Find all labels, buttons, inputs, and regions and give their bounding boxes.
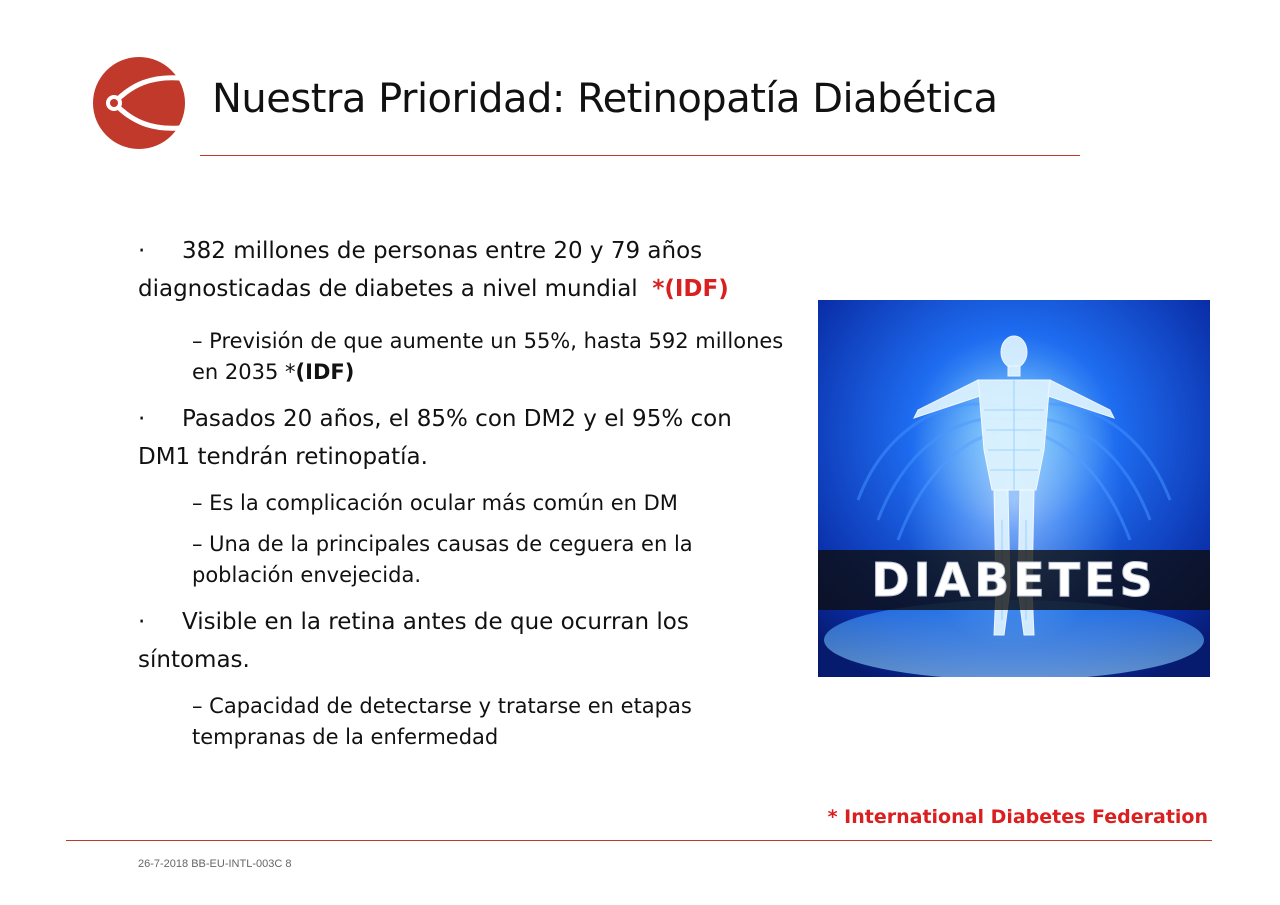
footer-divider	[66, 840, 1212, 841]
sub-bullet-text: – Una de la principales causas de ceguer…	[192, 532, 693, 587]
bullet-marker: ·	[138, 238, 146, 264]
bullet-item: · 382 millones de personas entre 20 y 79 …	[138, 232, 788, 308]
source-note: * International Diabetes Federation	[827, 806, 1208, 828]
bullet-marker: ·	[138, 406, 146, 432]
sub-bullet-text: – Capacidad de detectarse y tratarse en …	[192, 694, 692, 749]
sub-bullet-text: – Previsión de que aumente un 55%, hasta…	[192, 329, 784, 384]
footer-text: 26-7-2018 BB-EU-INTL-003C 8	[138, 858, 292, 870]
sub-bullet-item: – Capacidad de detectarse y tratarse en …	[192, 691, 788, 753]
eye-logo-icon	[92, 56, 186, 150]
title-divider	[200, 155, 1080, 156]
idf-reference: (IDF)	[295, 360, 355, 384]
diabetes-image: DIABETES	[818, 300, 1210, 677]
bullet-item: · Visible en la retina antes de que ocurr…	[138, 603, 788, 679]
slide-content: · 382 millones de personas entre 20 y 79 …	[138, 232, 788, 753]
bullet-text: Pasados 20 años, el 85% con DM2 y el 95%…	[138, 406, 732, 470]
idf-reference: *(IDF)	[652, 276, 729, 302]
sub-bullet-text: – Es la complicación ocular más común en…	[192, 491, 678, 515]
bullet-marker: ·	[138, 609, 146, 635]
sub-bullet-item: – Previsión de que aumente un 55%, hasta…	[192, 326, 788, 388]
sub-bullet-item: – Una de la principales causas de ceguer…	[192, 529, 788, 591]
bullet-text: Visible en la retina antes de que ocurra…	[138, 609, 689, 673]
sub-bullet-item: – Es la complicación ocular más común en…	[192, 488, 788, 519]
bullet-item: · Pasados 20 años, el 85% con DM2 y el 95…	[138, 400, 788, 476]
bullet-text: 382 millones de personas entre 20 y 79 a…	[138, 238, 703, 302]
page-title: Nuestra Prioridad: Retinopatía Diabética	[212, 76, 998, 122]
image-caption: DIABETES	[871, 553, 1156, 607]
